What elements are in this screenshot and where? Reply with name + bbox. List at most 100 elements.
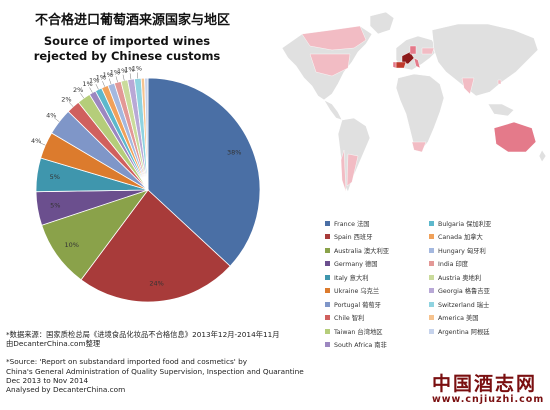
legend-item-hungary: Hungary 匈牙利	[429, 245, 530, 256]
legend-swatch	[325, 301, 330, 307]
legend-label: Argentina 阿根廷	[438, 328, 490, 336]
pie-leader-portugal	[54, 117, 60, 122]
pie-leader-ukraine	[39, 142, 46, 146]
map-greenland	[369, 11, 395, 35]
map-south-africa	[411, 141, 427, 153]
pie-label-spain: 24%	[149, 280, 163, 288]
map-argentina	[346, 153, 359, 187]
legend-item-portugal: Portugal 葡萄牙	[325, 299, 429, 310]
legend-label: Chile 智利	[334, 315, 365, 323]
legend-item-taiwan: Taiwan 台湾地区	[325, 326, 429, 337]
legend-item-spain: Spain 西班牙	[325, 232, 429, 243]
pie-label-ukraine: 4%	[31, 137, 41, 145]
legend-label: Italy 意大利	[334, 274, 369, 282]
legend-item-chile: Chile 智利	[325, 313, 429, 324]
legend-item-canada: Canada 加拿大	[429, 232, 530, 243]
source-en-line-4: Analysed by DecanterChina.com	[6, 385, 126, 395]
source-zh-line-2: 由DecanterChina.com整理	[6, 339, 101, 349]
source-en-line-1: *Source: 'Report on substandard imported…	[6, 357, 248, 367]
legend-item-america: America 美国	[429, 313, 530, 324]
legend-label: Bulgaria 保加利亚	[438, 220, 492, 228]
legend-swatch	[429, 288, 434, 294]
legend-item-argentina: Argentina 阿根廷	[429, 326, 530, 337]
pie-leader-india	[115, 76, 118, 83]
pie-label-india: 1%	[110, 69, 120, 77]
pie-label-chile: 2%	[61, 95, 71, 103]
map-france	[401, 51, 415, 65]
source-zh-line-1: *数据来源：国家质检总局《进境食品化妆品不合格信息》2013年12月-2014年…	[6, 330, 280, 339]
pie-label-taiwan: 2%	[73, 86, 83, 94]
pie-leader-austria	[122, 74, 125, 81]
legend-label: Austria 奥地利	[438, 274, 482, 282]
pie-label-germany: 5%	[50, 202, 60, 210]
legend-swatch	[325, 328, 330, 334]
watermark-name: 中国酒志网	[432, 373, 538, 395]
legend-item-ukraine: Ukraine 乌克兰	[325, 286, 429, 297]
pie-leader-switzerland	[136, 72, 139, 79]
map-portugal	[392, 61, 397, 69]
legend-swatch	[325, 261, 330, 267]
legend-item-bulgaria: Bulgaria 保加利亚	[429, 218, 530, 229]
source-en-line-3: Dec 2013 to Nov 2014	[6, 375, 89, 385]
chart-legend: France 法国 Bulgaria 保加利亚 Spain 西班牙 Canada 加拿…	[325, 218, 530, 350]
legend-item-switzerland: Switzerland 瑞士	[429, 299, 530, 310]
pie-label-georgia: 1%	[124, 65, 134, 73]
legend-label: India 印度	[438, 261, 469, 269]
legend-item-italy: Italy 意大利	[325, 272, 429, 283]
legend-label: South Africa 南非	[334, 342, 387, 350]
pie-leader-georgia	[129, 73, 132, 80]
pie-leader-south	[89, 87, 93, 93]
map-usa	[309, 53, 351, 77]
legend-swatch	[429, 261, 434, 267]
legend-label: Ukraine 乌克兰	[334, 288, 380, 296]
legend-label: Canada 加拿大	[438, 234, 483, 242]
pie-label-south: 1%	[82, 80, 92, 88]
pie-leader-bulgaria	[95, 84, 99, 90]
legend-item-france: France 法国	[325, 218, 429, 229]
map-asia	[431, 23, 539, 97]
legend-label: America 美国	[438, 315, 479, 323]
map-new-zealand	[538, 149, 547, 163]
map-germany	[409, 45, 417, 55]
source-en-line-2: China's General Administration of Qualit…	[6, 366, 304, 376]
pie-label-austria: 1%	[117, 67, 127, 75]
legend-swatch	[429, 234, 434, 240]
legend-swatch	[325, 315, 330, 321]
legend-swatch	[429, 315, 434, 321]
pie-label-portugal: 4%	[46, 112, 56, 120]
map-canada	[301, 25, 367, 51]
legend-label: Spain 西班牙	[334, 234, 373, 242]
chart-title: 不合格进口葡萄酒来源国家与地区	[35, 13, 231, 28]
legend-swatch	[429, 247, 434, 253]
map-africa	[395, 73, 445, 153]
map-ukraine	[421, 47, 435, 55]
legend-swatch	[429, 274, 434, 280]
pie-label-switzerland: 1%	[132, 65, 142, 73]
map-spain	[395, 61, 407, 69]
legend-item-germany: Germany 德国	[325, 259, 429, 270]
map-taiwan	[497, 79, 502, 85]
pie-label-bulgaria: 1%	[89, 77, 99, 85]
legend-label: Switzerland 瑞士	[438, 301, 490, 309]
legend-swatch	[325, 342, 330, 348]
legend-swatch	[325, 220, 330, 226]
pie-chart: 38%24%10%5%5%4%4%2%2%1%1%1%1%1%1%1%1%	[31, 65, 261, 303]
legend-item-austria: Austria 奥地利	[429, 272, 530, 283]
pie-leader-hungary	[108, 78, 112, 85]
map-australia	[493, 121, 537, 153]
watermark-url: www.cnjiuzhi.com	[432, 394, 545, 405]
pie-slice-argentina	[144, 77, 149, 191]
map-india	[461, 77, 475, 95]
legend-swatch	[325, 288, 330, 294]
legend-label: Hungary 匈牙利	[438, 247, 486, 255]
pie-leader-chile	[68, 102, 74, 107]
pie-leader-canada	[102, 81, 105, 87]
legend-label: Portugal 葡萄牙	[334, 301, 381, 309]
legend-label: Taiwan 台湾地区	[334, 328, 383, 336]
pie-label-france: 38%	[227, 148, 241, 156]
world-map	[281, 11, 547, 193]
legend-label: Germany 德国	[334, 261, 378, 269]
map-central-america	[323, 99, 343, 121]
source-note: *数据来源：国家质检总局《进境食品化妆品不合格信息》2013年12月-2014年…	[6, 330, 306, 394]
legend-swatch	[325, 247, 330, 253]
